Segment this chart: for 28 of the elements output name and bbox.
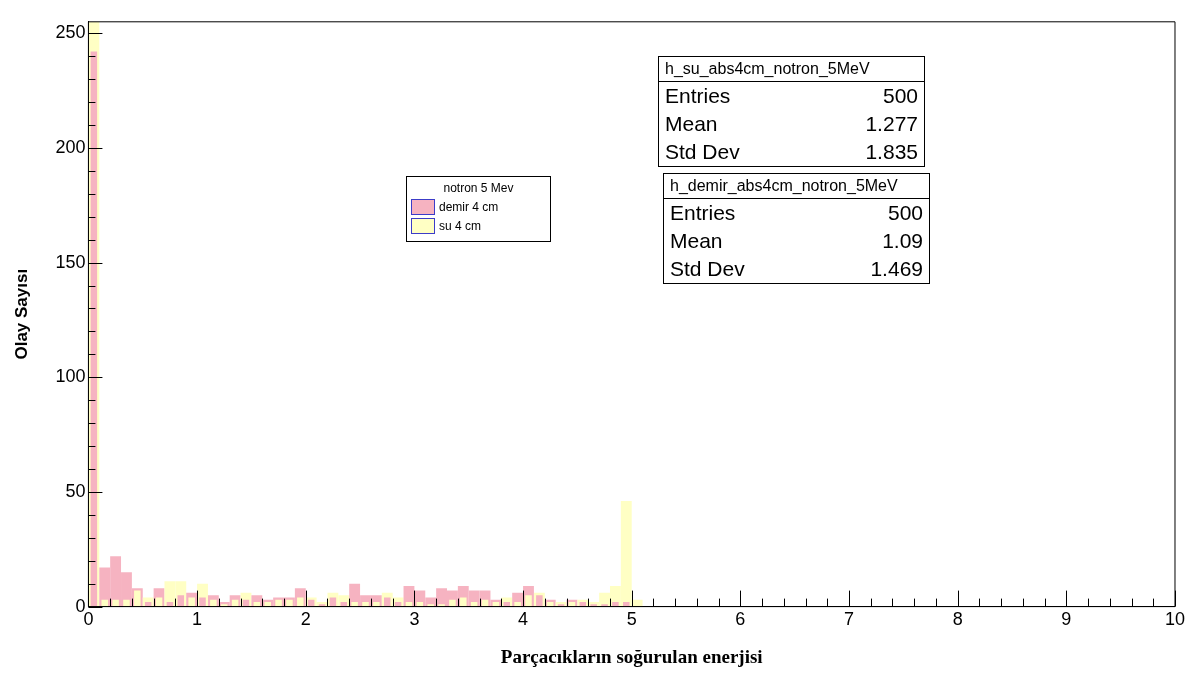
x-tick-label: 6 [735, 609, 746, 630]
annotation: h_su_abs4cm_notron_5MeV [659, 57, 924, 82]
x-tick-label: 8 [952, 609, 963, 630]
x-tick-label: 1 [192, 609, 203, 630]
text: Std Dev 1.469 [670, 257, 923, 280]
y-tick-label: 50 [65, 480, 86, 501]
legend-label: demir 4 cm [439, 200, 499, 214]
text: Std Dev 1.835 [665, 140, 918, 163]
x-tick-label: 10 [1164, 609, 1185, 630]
text: Mean 1.277 [665, 112, 918, 135]
x-axis-title: Parçacıkların soğurulan enerjisi [500, 645, 763, 667]
legend-title: notron 5 Mev [442, 181, 515, 195]
legend-label: su 4 cm [439, 219, 482, 233]
x-tick-label: 7 [844, 609, 855, 630]
y-tick-label: 250 [55, 22, 86, 43]
text: Mean 1.09 [670, 229, 923, 252]
x-tick-label: 4 [518, 609, 529, 630]
x-tick-label: 3 [409, 609, 420, 630]
y-axis-title: Olay Sayısı [11, 268, 31, 360]
y-tick-label: 100 [55, 366, 86, 387]
y-tick-label: 150 [55, 251, 86, 272]
text: Entries 500 [665, 84, 918, 107]
x-tick-label: 9 [1061, 609, 1072, 630]
x-tick-label: 5 [626, 609, 637, 630]
text: Entries 500 [670, 201, 923, 224]
x-tick-label: 2 [300, 609, 311, 630]
y-tick-label: 200 [55, 136, 86, 157]
annotation: h_demir_abs4cm_notron_5MeV [664, 174, 929, 199]
